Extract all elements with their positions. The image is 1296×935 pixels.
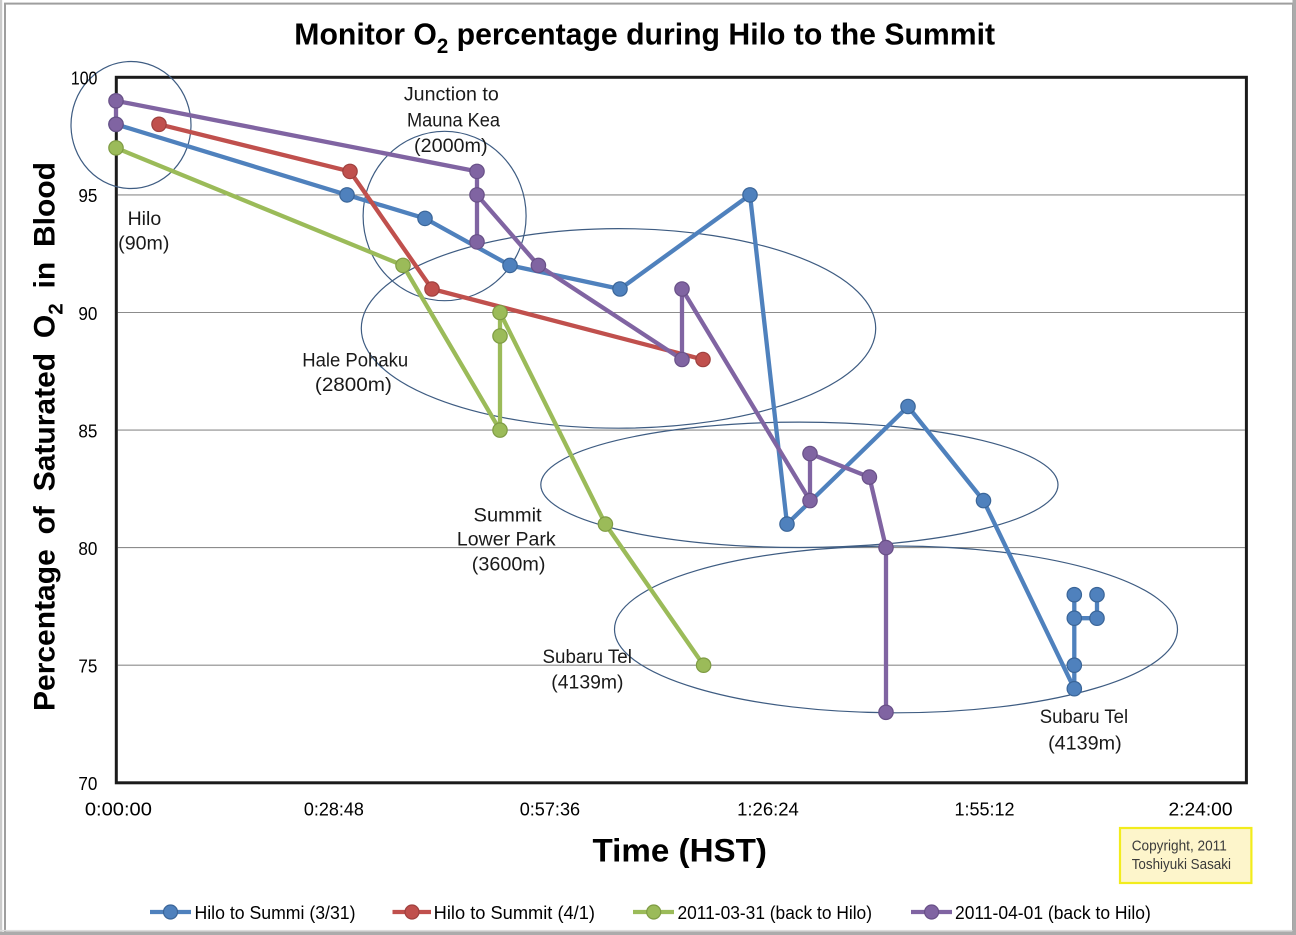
svg-text:70: 70 xyxy=(78,773,97,794)
svg-text:1:55:12: 1:55:12 xyxy=(955,798,1015,819)
svg-text:Copyright, 2011: Copyright, 2011 xyxy=(1132,837,1227,854)
svg-text:0:28:48: 0:28:48 xyxy=(304,798,364,819)
svg-text:Summit: Summit xyxy=(474,506,543,527)
svg-text:1:26:24: 1:26:24 xyxy=(737,798,799,819)
svg-text:Hale Pohaku: Hale Pohaku xyxy=(302,351,408,372)
svg-text:80: 80 xyxy=(78,538,97,559)
svg-text:Mauna Kea: Mauna Kea xyxy=(407,110,501,131)
svg-text:(2000m): (2000m) xyxy=(414,136,488,157)
svg-text:Lower Park: Lower Park xyxy=(457,530,556,551)
svg-text:0:00:00: 0:00:00 xyxy=(85,798,152,819)
svg-text:90: 90 xyxy=(78,303,97,324)
svg-text:(3600m): (3600m) xyxy=(472,555,546,576)
svg-text:Percentage of Saturated O2 in: Percentage of Saturated O2 in Blood xyxy=(28,162,67,711)
svg-text:2011-03-31 (back to Hilo): 2011-03-31 (back to Hilo) xyxy=(678,903,873,923)
svg-text:2011-04-01 (back to Hilo): 2011-04-01 (back to Hilo) xyxy=(955,903,1151,923)
svg-text:Hilo to Summit (4/1): Hilo to Summit (4/1) xyxy=(434,903,595,923)
svg-text:2:24:00: 2:24:00 xyxy=(1169,798,1233,819)
svg-text:Monitor O2 percentage during H: Monitor O2 percentage during Hilo to the… xyxy=(294,17,995,58)
svg-text:75: 75 xyxy=(78,656,97,677)
svg-text:(90m): (90m) xyxy=(118,234,169,255)
svg-text:85: 85 xyxy=(78,420,97,441)
svg-text:Hilo: Hilo xyxy=(128,209,162,230)
svg-text:Subaru Tel: Subaru Tel xyxy=(1040,707,1128,728)
svg-text:Time (HST): Time (HST) xyxy=(593,832,767,869)
svg-text:(4139m): (4139m) xyxy=(551,673,623,694)
svg-text:(4139m): (4139m) xyxy=(1048,733,1122,754)
svg-text:Junction to: Junction to xyxy=(404,85,499,106)
svg-text:0:57:36: 0:57:36 xyxy=(520,798,580,819)
svg-text:Hilo to Summi (3/31): Hilo to Summi (3/31) xyxy=(195,903,356,923)
svg-text:(2800m): (2800m) xyxy=(315,375,392,396)
svg-text:95: 95 xyxy=(78,185,97,206)
svg-text:Subaru Tel: Subaru Tel xyxy=(543,647,632,668)
svg-text:Toshiyuki Sasaki: Toshiyuki Sasaki xyxy=(1132,856,1231,873)
svg-text:100: 100 xyxy=(71,68,98,89)
